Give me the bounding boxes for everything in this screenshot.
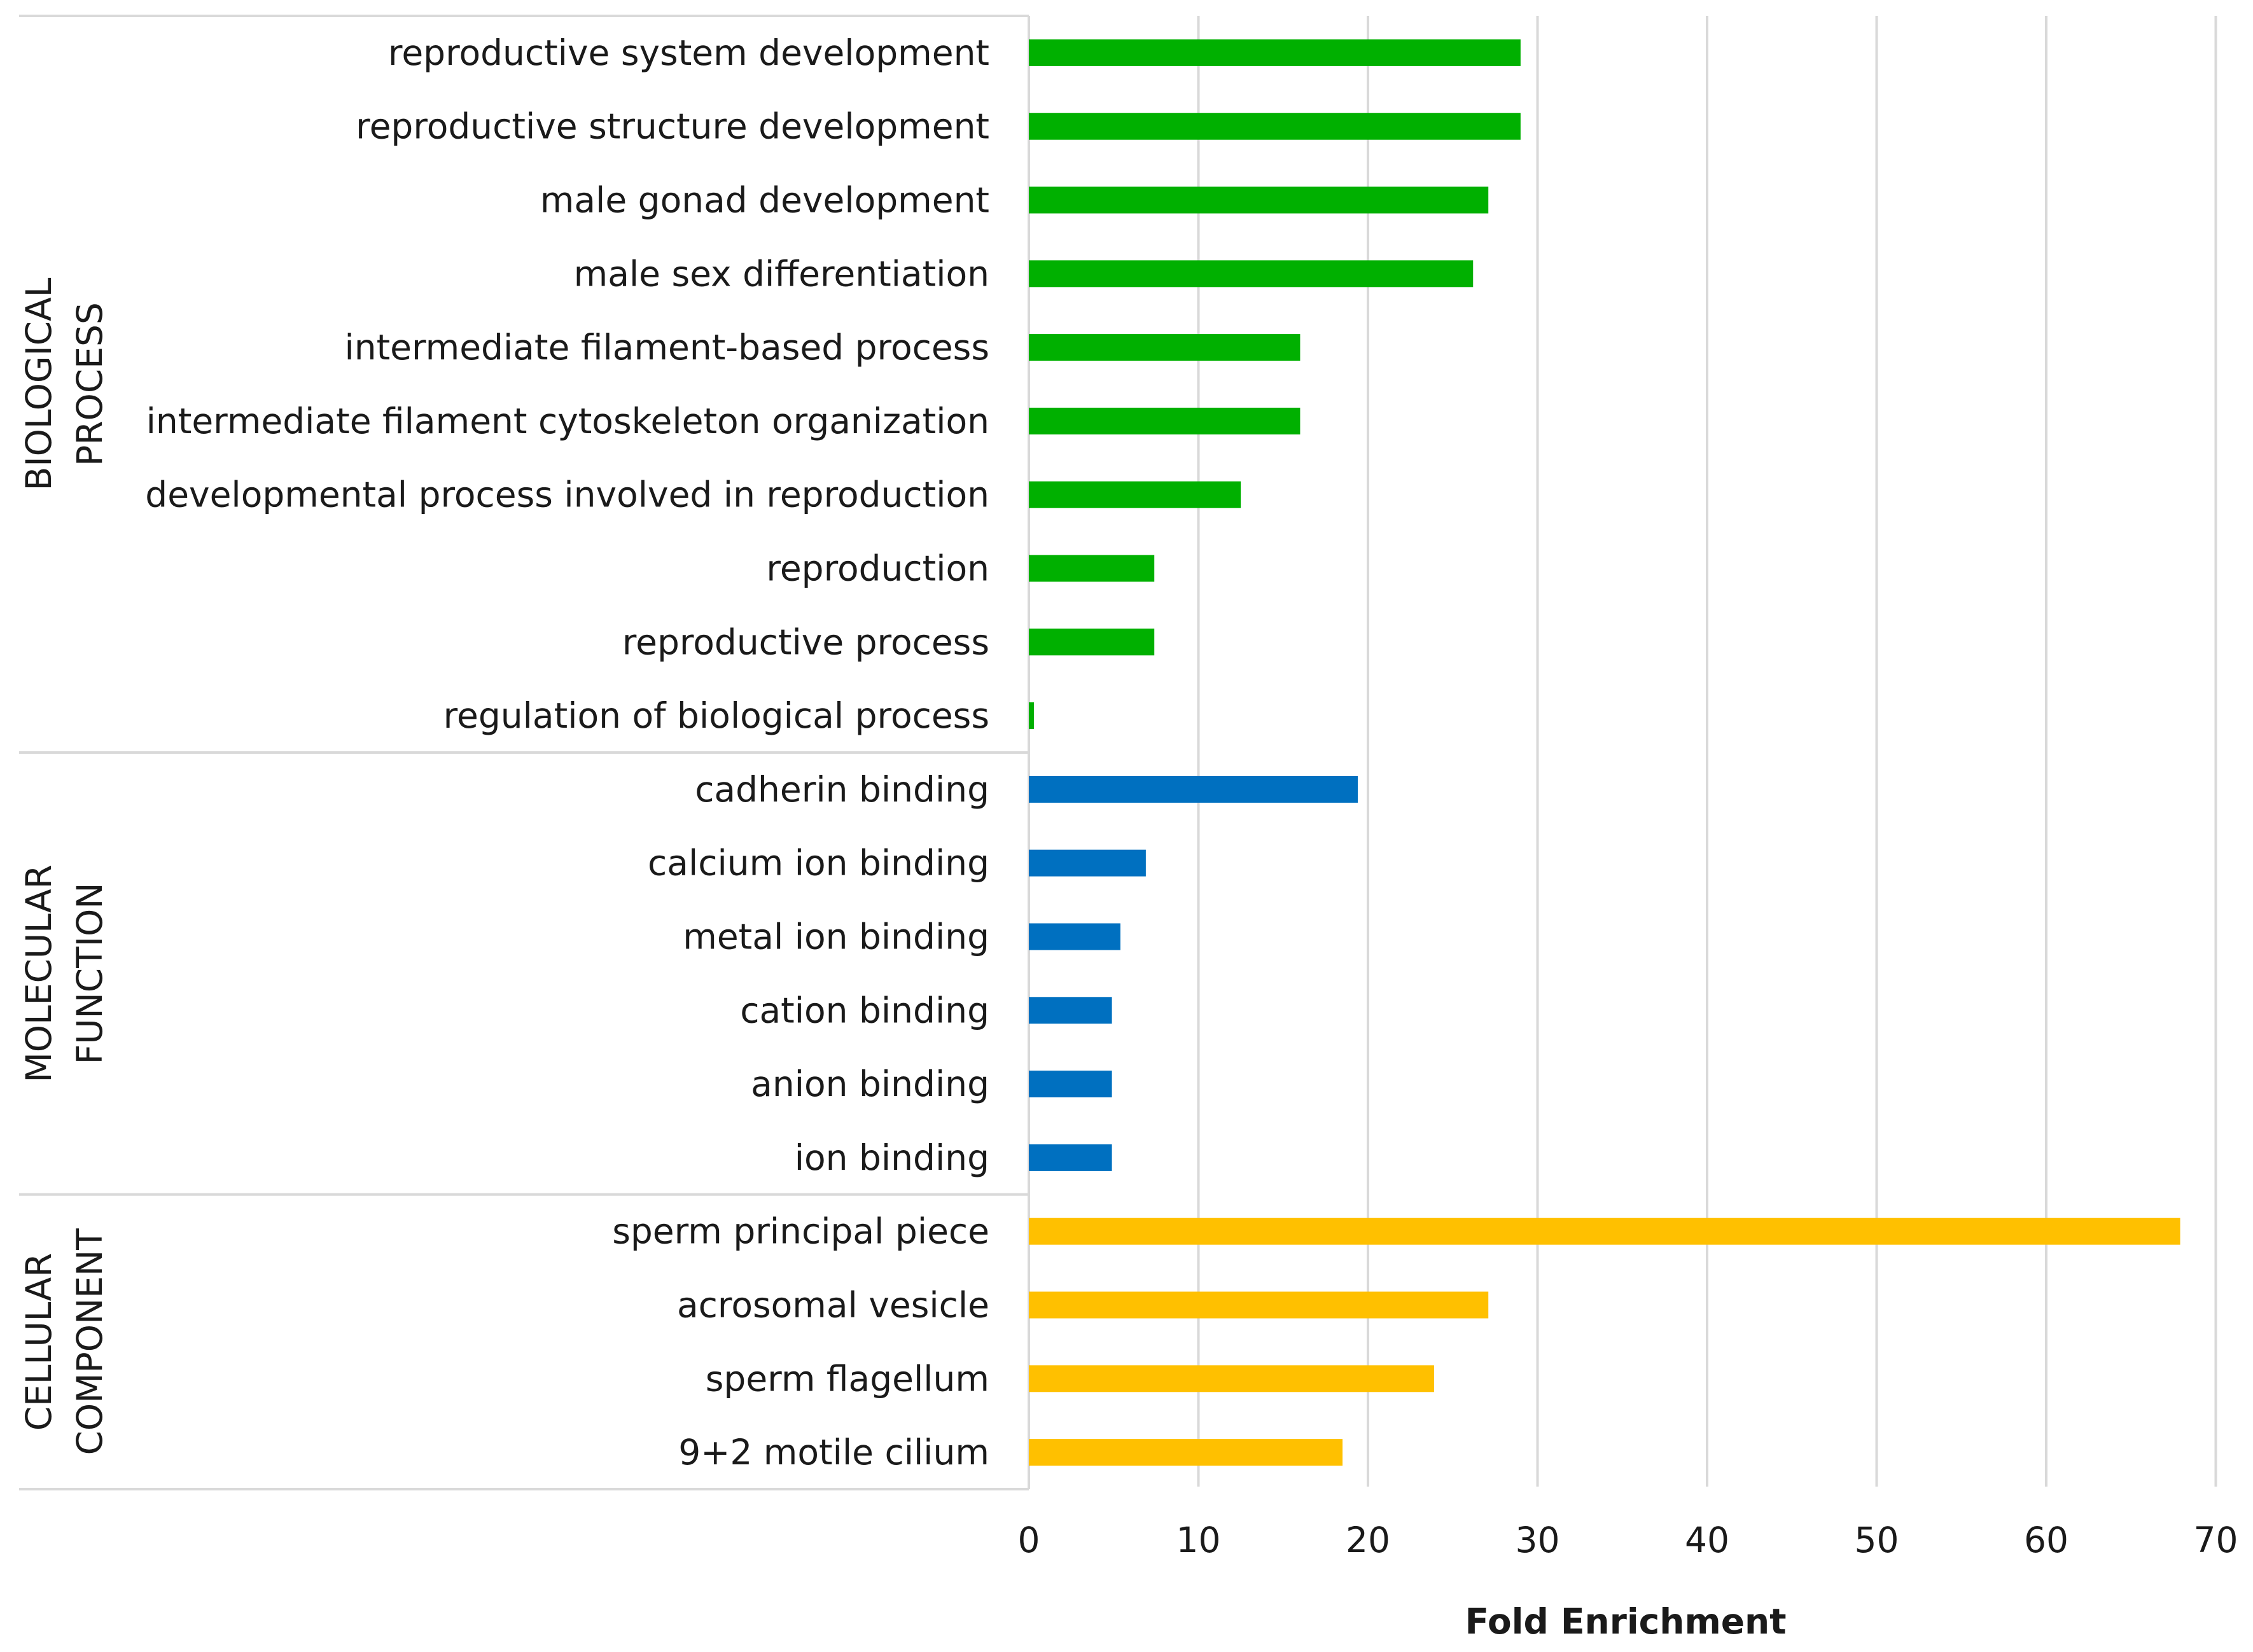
bar: [1029, 1439, 1343, 1466]
category-label: male sex differentiation: [574, 253, 989, 294]
group-labels: BIOLOGICAL PROCESS MOLECULAR FUNCTION CELLUL…: [18, 277, 110, 1455]
group-label: PROCESS: [69, 302, 110, 466]
category-label: reproductive structure development: [356, 106, 989, 147]
bar: [1029, 1365, 1434, 1392]
x-tick-label: 50: [1855, 1520, 1899, 1560]
category-label: developmental process involved in reprod…: [145, 475, 989, 515]
x-tick-label: 30: [1516, 1520, 1560, 1560]
category-label: cation binding: [740, 990, 989, 1031]
bar: [1029, 113, 1521, 140]
group-label: FUNCTION: [69, 883, 110, 1065]
bar: [1029, 407, 1301, 434]
bar: [1029, 39, 1521, 66]
bar: [1029, 1071, 1112, 1098]
x-tick-label: 70: [2194, 1520, 2238, 1560]
bar: [1029, 628, 1155, 656]
x-tick-label: 0: [1018, 1520, 1040, 1560]
category-label: metal ion binding: [683, 917, 989, 957]
group-label: CELLULAR: [18, 1253, 59, 1431]
category-label: cadherin binding: [695, 769, 989, 810]
bar: [1029, 186, 1489, 214]
category-label: calcium ion binding: [648, 843, 989, 884]
category-label: sperm flagellum: [706, 1358, 989, 1399]
group-label: MOLECULAR: [18, 864, 59, 1083]
bar: [1029, 1218, 2180, 1245]
x-tick-label: 40: [1685, 1520, 1729, 1560]
bar: [1029, 260, 1474, 288]
x-tick-label: 10: [1176, 1520, 1221, 1560]
category-label: reproductive system development: [388, 32, 989, 73]
category-label: reproduction: [766, 548, 989, 589]
group-label: BIOLOGICAL: [18, 277, 59, 490]
bar: [1029, 849, 1146, 877]
grid-lines: [1028, 16, 2217, 1487]
group-label: COMPONENT: [69, 1228, 110, 1455]
bar: [1029, 481, 1241, 508]
category-label: ion binding: [795, 1137, 989, 1178]
x-tick-label: 20: [1346, 1520, 1390, 1560]
category-label: male gonad development: [540, 180, 989, 221]
category-label: 9+2 motile cilium: [678, 1432, 989, 1473]
category-label: regulation of biological process: [443, 695, 989, 736]
category-label: anion binding: [751, 1064, 989, 1104]
bar: [1029, 555, 1155, 582]
category-label: intermediate filament cytoskeleton organ…: [146, 401, 989, 441]
bar: [1029, 997, 1112, 1024]
category-labels: reproductive system development reproduct…: [145, 32, 989, 1473]
category-label: acrosomal vesicle: [677, 1285, 989, 1326]
bar: [1029, 923, 1120, 950]
category-label: reproductive process: [622, 621, 989, 662]
category-label: intermediate filament-based process: [344, 327, 989, 368]
bar: [1029, 702, 1034, 730]
group-separators: [19, 15, 1030, 1490]
bar: [1029, 1291, 1489, 1319]
bar: [1029, 334, 1301, 361]
bars: [1029, 39, 2180, 1466]
category-label: sperm principal piece: [612, 1211, 989, 1252]
bar: [1029, 775, 1358, 803]
x-axis-ticks: 0 10 20 30 40 50 60 70: [1018, 1520, 2238, 1560]
bar: [1029, 1144, 1112, 1171]
x-axis-title: Fold Enrichment: [1465, 1601, 1786, 1642]
x-tick-label: 60: [2024, 1520, 2068, 1560]
